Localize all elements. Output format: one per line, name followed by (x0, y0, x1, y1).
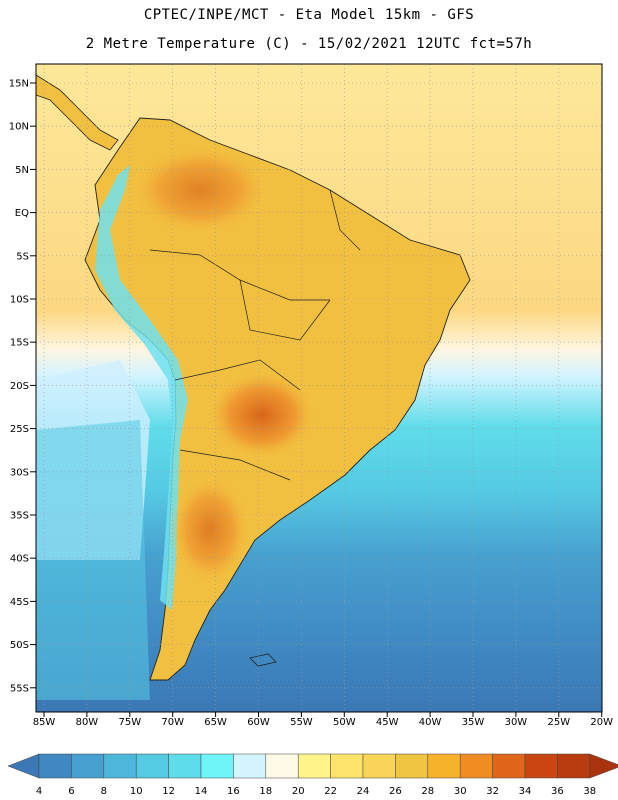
colorbar-label: 32 (486, 786, 499, 797)
lat-tick-label: 20S (10, 381, 29, 392)
lat-tick-label: 25S (10, 424, 29, 435)
colorbar-label: 14 (195, 786, 208, 797)
hot-region-chaco (207, 370, 317, 460)
colorbar-swatch (459, 753, 493, 779)
lat-tick-label: 45S (10, 597, 29, 608)
lat-tick-label: 15S (10, 338, 29, 349)
colorbar-swatch (233, 753, 267, 779)
falkland-islands (249, 653, 277, 667)
colorbar-label: 10 (130, 786, 143, 797)
colorbar-swatch (135, 753, 169, 779)
colorbar-label: 26 (389, 786, 402, 797)
lat-tick-label: 10S (10, 295, 29, 306)
colorbar-label: 6 (68, 786, 74, 797)
colorbar-label: 38 (583, 786, 596, 797)
lat-tick-label: 55S (10, 683, 29, 694)
colorbar-label: 20 (292, 786, 305, 797)
colorbar-label: 28 (421, 786, 434, 797)
lon-tick-label: 40W (419, 717, 442, 728)
lon-tick-label: 55W (290, 717, 313, 728)
colorbar-label: 30 (454, 786, 467, 797)
lat-tick-label: 30S (10, 467, 29, 478)
lat-tick-label: 5S (16, 251, 29, 262)
lon-tick-label: 65W (204, 717, 227, 728)
colorbar-label: 8 (101, 786, 107, 797)
colorbar-label: 24 (357, 786, 370, 797)
hot-region-patagonia (170, 475, 250, 585)
lon-tick-label: 50W (333, 717, 356, 728)
lat-tick-label: 40S (10, 554, 29, 565)
colorbar-label: 16 (227, 786, 240, 797)
longitude-labels: 85W 80W 75W 70W 65W 60W 55W 50W 45W 40W 35W 30W 25W 2… (33, 712, 613, 728)
lon-tick-label: 30W (505, 717, 528, 728)
lon-tick-label: 70W (161, 717, 184, 728)
plot-frame (35, 63, 603, 713)
colorbar-swatch (265, 753, 299, 779)
lon-tick-label: 75W (118, 717, 141, 728)
colorbar-swatch (362, 753, 396, 779)
colorbar-swatch (395, 753, 429, 779)
colorbar-label: 12 (162, 786, 175, 797)
colorbar-swatch (557, 753, 591, 779)
colorbar-label: 36 (551, 786, 564, 797)
lat-tick-label: 35S (10, 511, 29, 522)
colorbar-swatch (71, 753, 105, 779)
lon-tick-label: 20W (590, 717, 613, 728)
chart-subtitle: 2 Metre Temperature (C) - 15/02/2021 12U… (85, 36, 533, 52)
colorbar-swatch (38, 753, 72, 779)
lon-tick-label: 45W (376, 717, 399, 728)
lon-tick-label: 85W (33, 717, 56, 728)
andes-cold-strip (95, 165, 188, 610)
lat-tick-label: 15N (9, 79, 29, 90)
colorbar-label: 34 (519, 786, 532, 797)
colorbar-arrow-low (7, 753, 40, 779)
colorbar-arrow-high (589, 753, 618, 779)
colorbar-swatch (330, 753, 364, 779)
lon-tick-label: 25W (547, 717, 570, 728)
lat-tick-label: 5N (15, 165, 29, 176)
colorbar-swatch (103, 753, 137, 779)
colorbar-swatch (200, 753, 234, 779)
colorbar-swatch (297, 753, 331, 779)
colorbar-swatch (492, 753, 526, 779)
colorbar-label: 4 (36, 786, 42, 797)
colorbar-swatch (168, 753, 202, 779)
latitude-labels: 15N 10N 5N EQ 5S 10S 15S 20S 25S 30S 35S 40S 45S 50S 5… (9, 79, 36, 694)
colorbar-swatch (524, 753, 558, 779)
lon-tick-label: 80W (76, 717, 99, 728)
country-borders (149, 189, 361, 481)
colorbar-label: 22 (324, 786, 337, 797)
lon-tick-label: 60W (247, 717, 270, 728)
lat-tick-label: 50S (10, 640, 29, 651)
lat-tick-label: 10N (9, 122, 29, 133)
lon-tick-label: 35W (462, 717, 485, 728)
colorbar-swatch (427, 753, 461, 779)
lat-tick-label: EQ (15, 208, 29, 219)
central-america (36, 74, 119, 151)
colorbar-label: 18 (259, 786, 272, 797)
chart-title: CPTEC/INPE/MCT - Eta Model 15km - GFS (143, 7, 475, 23)
